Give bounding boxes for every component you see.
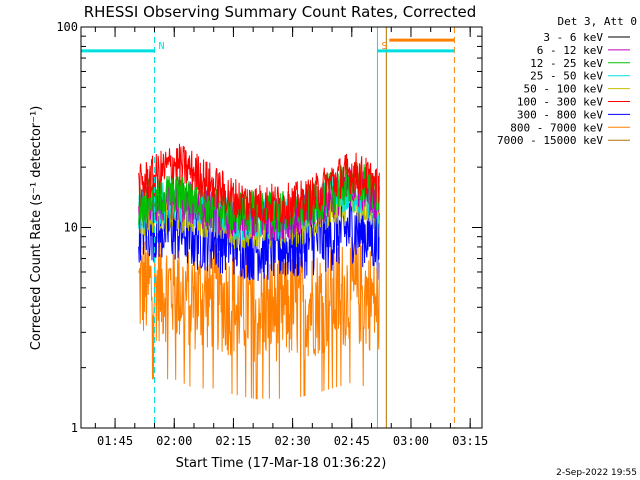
- x-tick-label: 03:00: [393, 434, 429, 448]
- tick-layer: 1 10 100 01:45 02:00 02:15 02:30 02:45 03:00 03:1…: [56, 20, 488, 448]
- legend-header: Det 3, Att 0: [558, 15, 637, 28]
- x-tick-label: 02:00: [156, 434, 192, 448]
- y-tick-label: 1: [71, 421, 78, 435]
- series-line-6: [138, 194, 380, 282]
- x-tick-label: 02:15: [215, 434, 251, 448]
- data-layer: [138, 143, 380, 400]
- legend-label-8: 7000 - 15000 keV: [497, 134, 603, 147]
- series-line-5: [138, 143, 380, 227]
- y-tick-label: 100: [56, 20, 78, 34]
- interval-label-0: N: [159, 41, 165, 52]
- footer-date: 2-Sep-2022 19:55: [556, 468, 637, 478]
- x-axis-title: Start Time (17-Mar-18 01:36:22): [176, 456, 387, 471]
- legend-label-3: 25 - 50 keV: [530, 70, 603, 83]
- chart-title: RHESSI Observing Summary Count Rates, Co…: [84, 3, 477, 21]
- x-tick-label: 02:30: [275, 434, 311, 448]
- legend-label-0: 3 - 6 keV: [543, 31, 603, 44]
- legend-label-5: 100 - 300 keV: [517, 96, 603, 109]
- legend-label-4: 50 - 100 keV: [524, 83, 604, 96]
- interval-label-1: S: [381, 41, 387, 52]
- legend-label-7: 800 - 7000 keV: [510, 121, 603, 134]
- x-tick-label: 03:15: [452, 434, 488, 448]
- legend-label-2: 12 - 25 keV: [530, 57, 603, 70]
- y-axis-title: Corrected Count Rate (s⁻¹ detector⁻¹): [29, 106, 44, 351]
- x-tick-label: 02:45: [334, 434, 370, 448]
- x-tick-label: 01:45: [97, 434, 133, 448]
- y-tick-label: 10: [64, 221, 78, 235]
- legend-label-1: 6 - 12 keV: [537, 44, 604, 57]
- legend-label-6: 300 - 800 keV: [517, 108, 603, 121]
